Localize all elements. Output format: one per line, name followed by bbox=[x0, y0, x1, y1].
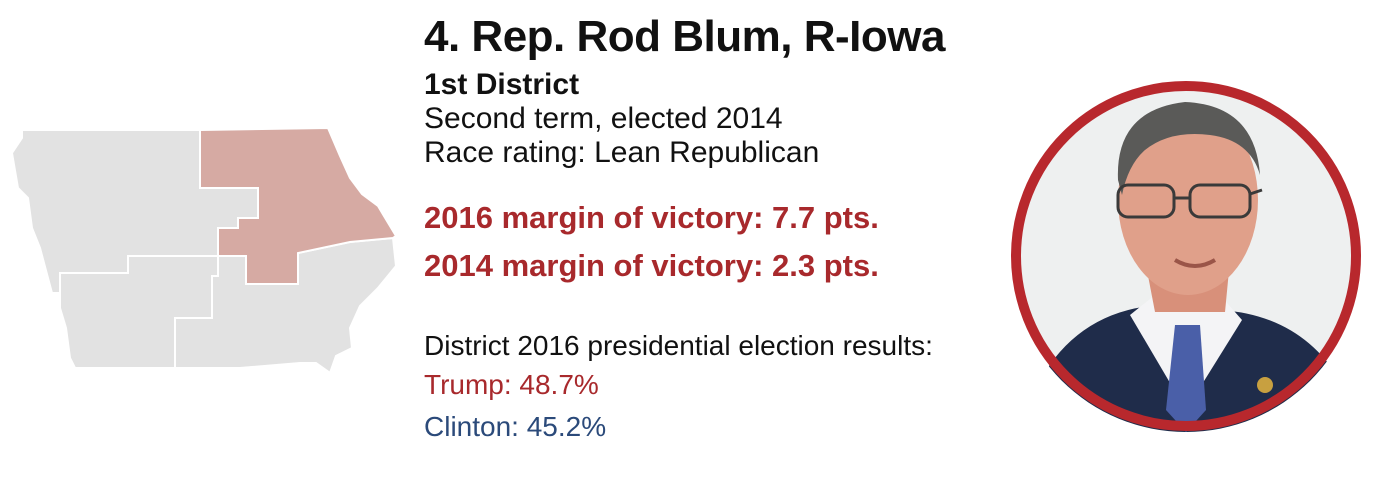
margin-2014: 2014 margin of victory: 2.3 pts. bbox=[424, 248, 879, 283]
head-shape bbox=[1118, 105, 1258, 295]
margin-2016: 2016 margin of victory: 7.7 pts. bbox=[424, 200, 879, 235]
race-rating-text: Race rating: Lean Republican bbox=[424, 136, 820, 169]
presidential-results: District 2016 presidential election resu… bbox=[424, 328, 1024, 448]
photo-ring bbox=[1011, 81, 1361, 431]
clinton-result: Clinton: 45.2% bbox=[424, 411, 607, 442]
page-title: 4. Rep. Rod Blum, R-Iowa bbox=[424, 12, 945, 61]
results-title: District 2016 presidential election resu… bbox=[424, 330, 933, 361]
term-text: Second term, elected 2014 bbox=[424, 102, 783, 135]
district-label: 1st District bbox=[424, 68, 580, 101]
district-1-highlighted bbox=[199, 126, 398, 285]
trump-result: Trump: 48.7% bbox=[424, 369, 599, 400]
profile-text: 4. Rep. Rod Blum, R-Iowa 1st District Se… bbox=[424, 10, 1024, 448]
lapel-pin bbox=[1257, 377, 1273, 393]
iowa-district-map bbox=[0, 118, 410, 388]
margins-block: 2016 margin of victory: 7.7 pts. 2014 ma… bbox=[424, 194, 1024, 290]
tie-shape bbox=[1166, 325, 1206, 432]
portrait-photo bbox=[1010, 80, 1362, 432]
hair-shape bbox=[1117, 102, 1260, 195]
glasses-shape bbox=[1116, 183, 1263, 219]
